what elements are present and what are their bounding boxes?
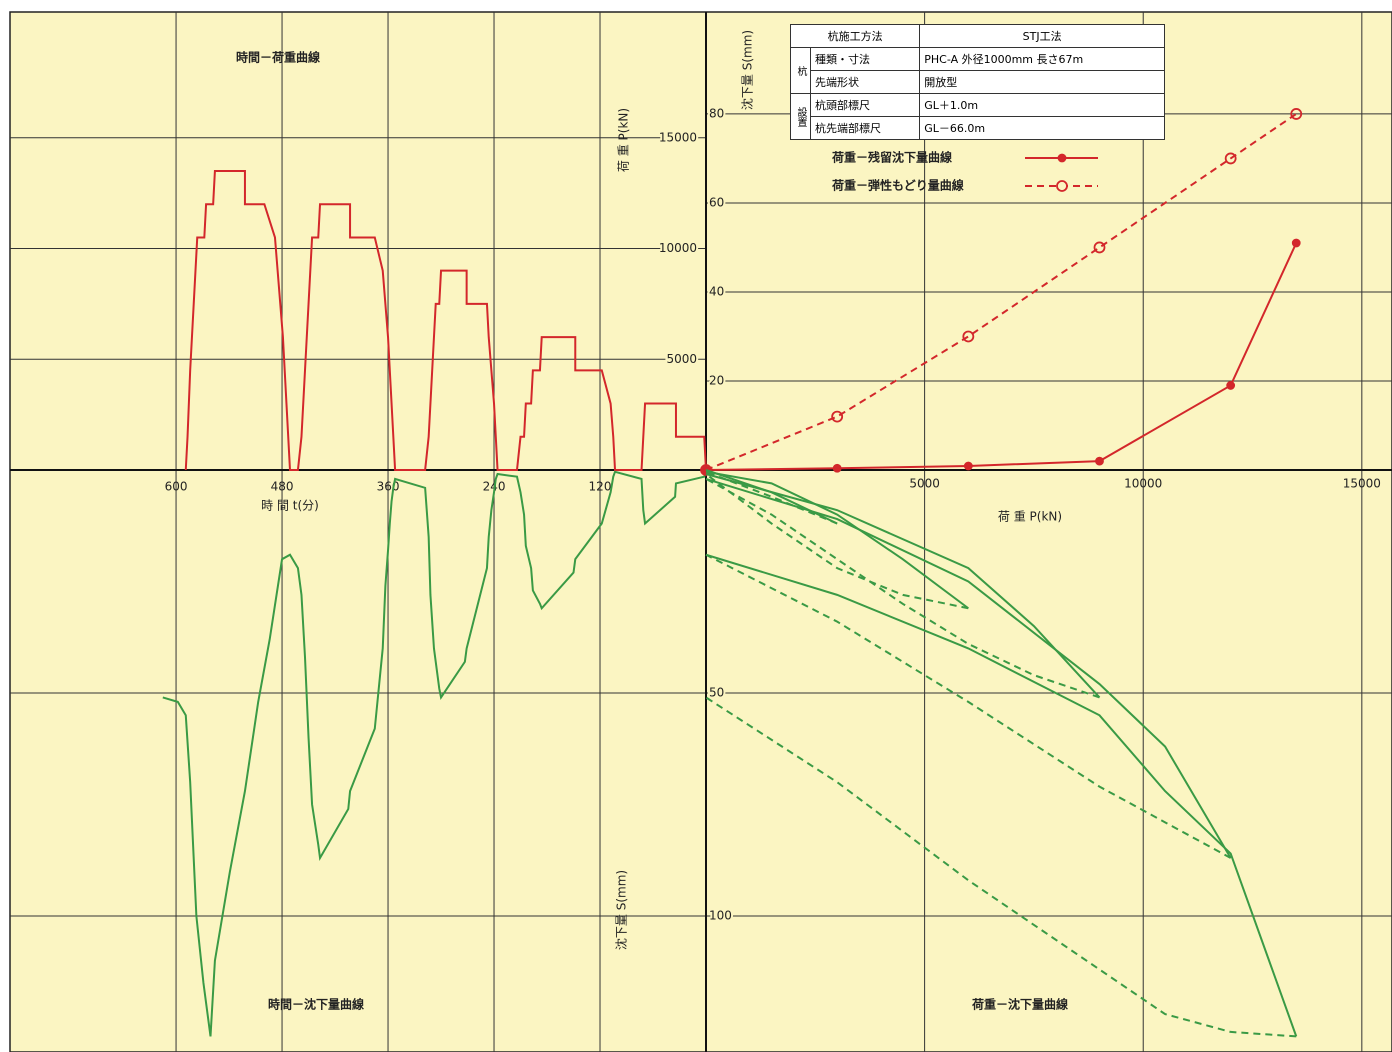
line [705,477,1232,859]
chart-title: 時間－沈下量曲線 [268,997,364,1012]
line [705,553,1232,859]
line [705,553,1298,1037]
y-tick-label: 10000 [659,241,697,255]
marker [1291,238,1301,248]
x-axis-label: 時 間 t(分) [261,499,319,513]
y-tick-label: 50 [709,685,724,699]
line [705,470,969,610]
marker [1095,456,1104,466]
line [705,478,1100,699]
marker [1093,241,1106,254]
marker [832,463,842,473]
table-value: 開放型 [919,70,1165,94]
x-tick-label: 600 [165,480,188,494]
x-tick-label: 480 [271,480,294,494]
table-value: GL－66.0m [919,116,1165,140]
y-tick-label: 15000 [659,130,697,144]
line [705,473,969,610]
table-item: 杭頭部標尺 [809,93,921,117]
x-tick-label: 15000 [1343,477,1381,491]
table-row: 杭 種類・寸法 PHC-A 外径1000mm 長さ67m [790,47,1165,94]
info-table: 杭施工方法 STJ工法 杭 種類・寸法 PHC-A 外径1000mm 長さ67m… [789,24,1165,140]
y-tick-label: 40 [709,284,724,298]
table-row: 杭先端部標尺 GL－66.0m [791,116,1165,140]
marker [1224,152,1237,165]
line [705,696,1297,1038]
table-item: 杭先端部標尺 [809,116,921,140]
marker [963,461,973,471]
table-row: 杭施工方法 STJ工法 [789,24,1165,48]
line [705,113,1297,471]
table-row: 設置 杭頭部標尺 GL＋1.0m [790,93,1165,140]
legend-label: 荷重－残留沈下量曲線 [831,150,952,165]
chart-title: 時間－荷重曲線 [236,50,320,65]
table-value: STJ工法 [919,24,1165,48]
legend-marker [1057,153,1067,163]
legend-marker [1056,180,1068,192]
marker [1226,381,1236,390]
x-tick-label: 10000 [1124,477,1162,491]
x-tick-label: 5000 [909,477,940,491]
x-axis-label: 荷 重 P(kN) [998,510,1062,524]
y-axis-label: 荷 重 P(kN) [617,108,631,172]
table-value: PHC-A 外径1000mm 長さ67m [919,47,1165,71]
legend-label: 荷重－弾性もどり量曲線 [831,178,964,193]
table-item: 種類・寸法 [809,47,921,71]
y-axis-label: 沈下量 S(mm) [740,30,755,110]
y-tick-label: 100 [709,908,732,922]
x-tick-label: 360 [377,480,400,494]
y-tick-label: 60 [709,195,724,209]
y-tick-label: 80 [709,106,724,120]
plot-area [9,11,1392,1052]
table-group: 杭 [790,47,811,94]
line [162,469,707,1037]
x-tick-label: 120 [589,480,612,494]
line [705,242,1298,471]
table-item: 杭施工方法 [789,24,921,48]
marker [962,330,975,343]
table-item: 先端形状 [809,70,921,94]
line [184,170,707,471]
y-axis-label: 沈下量 S(mm) [614,870,629,950]
table-group: 設置 [790,93,811,140]
y-tick-label: 5000 [666,352,697,366]
table-row: 先端形状 開放型 [791,70,1165,94]
marker [1290,108,1303,120]
table-value: GL＋1.0m [919,93,1165,117]
y-tick-label: 20 [709,373,724,387]
chart-title: 荷重－沈下量曲線 [971,997,1068,1012]
marker [831,410,844,423]
